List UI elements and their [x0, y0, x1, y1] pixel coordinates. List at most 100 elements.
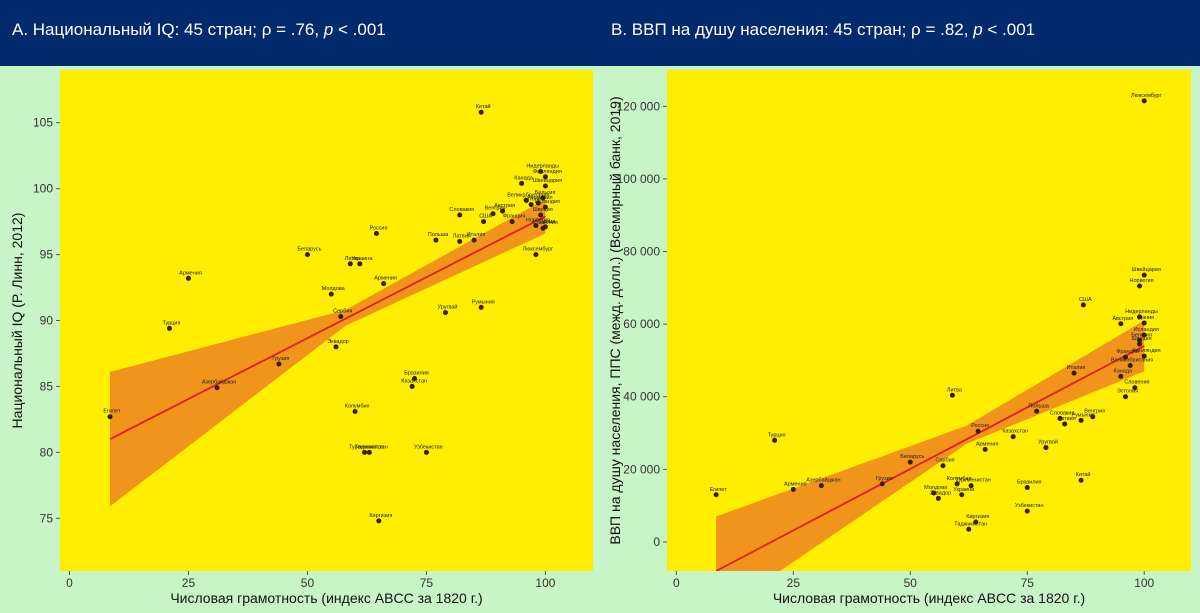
point-label: Эквадор — [327, 339, 349, 345]
point-label: Франция — [503, 214, 526, 220]
point-label: Турция — [162, 320, 180, 326]
data-point — [509, 219, 515, 225]
data-point — [457, 238, 463, 244]
point-label: Египет — [710, 487, 728, 493]
data-point — [538, 212, 544, 218]
x-tick-label: 0 — [673, 576, 680, 590]
y-tick-label: 90 — [40, 314, 54, 328]
point-label: Германия — [528, 195, 553, 201]
point-label: Колумбия — [947, 476, 972, 482]
data-point — [1010, 434, 1016, 440]
point-label: Дания — [539, 219, 555, 225]
data-point — [542, 183, 548, 189]
y-tick-label: 60 000 — [623, 317, 660, 331]
point-label: Исландия — [1134, 327, 1159, 333]
point-label: Исландия — [535, 199, 560, 205]
point-label: Нидерланды — [526, 164, 559, 170]
panel-a-title: A. Национальный IQ: 45 стран; ρ = .76, p… — [12, 20, 386, 39]
y-axis-label: ВВП на душу населения, ППС (межд. долл.)… — [607, 96, 623, 544]
point-label: Бельгия — [535, 190, 556, 196]
data-point — [1118, 321, 1124, 327]
data-point — [542, 204, 548, 210]
point-label: Канада — [1114, 368, 1134, 374]
confidence-band — [109, 199, 546, 507]
point-label: Эстония — [522, 196, 543, 202]
data-point — [931, 490, 937, 496]
point-label: Норвегия — [526, 218, 550, 224]
data-point — [347, 261, 353, 267]
point-label: Италия — [1067, 365, 1086, 371]
point-label: Венгрия — [1084, 409, 1105, 415]
regression-line — [715, 345, 1145, 571]
panel-b-title: B. ВВП на душу населения: 45 стран; ρ = … — [611, 20, 1036, 39]
data-point — [338, 314, 344, 320]
data-point — [982, 446, 988, 452]
point-label: Россия — [369, 225, 387, 231]
point-label: Люксембург — [523, 247, 554, 253]
data-point — [457, 212, 463, 218]
data-point — [481, 219, 487, 225]
point-label: Австрия — [1112, 316, 1133, 322]
point-label: Узбекистан — [1015, 503, 1044, 509]
plot-inner: Люксембург Швейцария Норвегия США Нидерланды… — [710, 93, 1161, 571]
point-label: Нидерланды — [1125, 309, 1158, 315]
data-point — [433, 237, 439, 243]
data-point — [1137, 283, 1143, 289]
x-tick-label: 100 — [1134, 576, 1154, 590]
data-point — [542, 174, 548, 180]
point-label: Молдова — [322, 286, 346, 292]
data-point — [1141, 353, 1147, 359]
data-point — [333, 344, 339, 350]
point-label: Дания — [1138, 315, 1154, 321]
data-point — [1118, 373, 1124, 379]
point-label: Грузия — [272, 356, 289, 362]
point-label: Румыния — [472, 299, 495, 305]
data-point — [966, 526, 972, 532]
data-point — [412, 376, 418, 382]
point-label: Бельгия — [1131, 332, 1152, 338]
data-point — [1137, 341, 1143, 347]
data-point — [381, 281, 387, 287]
point-label: Швейцария — [1132, 266, 1161, 273]
point-label: Беларусь — [297, 247, 321, 253]
data-point — [1127, 363, 1133, 369]
data-point — [713, 492, 719, 498]
data-point — [1141, 272, 1147, 278]
data-point — [107, 414, 113, 420]
data-point — [214, 385, 220, 391]
point-label: Латвия — [453, 233, 471, 239]
data-point — [535, 200, 541, 206]
data-point — [1141, 320, 1147, 326]
data-point — [328, 291, 334, 297]
x-tick-label: 100 — [535, 576, 555, 590]
y-tick-label: 100 000 — [617, 172, 661, 186]
point-label: Молдова — [924, 485, 948, 491]
data-point — [1080, 302, 1086, 308]
point-label: Армения — [179, 270, 202, 276]
point-label: Таджикистан — [954, 521, 987, 527]
point-label: Беларусь — [900, 454, 924, 460]
data-point — [357, 261, 363, 267]
point-label: Латвия — [1058, 416, 1076, 422]
x-tick-label: 50 — [904, 576, 918, 590]
point-label: Армения — [784, 481, 807, 487]
data-point — [1132, 385, 1138, 391]
y-tick-label: 120 000 — [617, 99, 661, 113]
data-point — [940, 463, 946, 469]
point-label: Армения — [976, 441, 999, 447]
y-tick-label: 95 — [40, 248, 54, 262]
x-tick-label: 75 — [1021, 576, 1035, 590]
y-tick-label: 105 — [33, 116, 53, 130]
point-label: Великобритания — [507, 193, 549, 199]
point-label: Венгрия — [485, 206, 506, 212]
data-point — [185, 275, 191, 281]
data-point — [818, 483, 824, 489]
y-tick-label: 20 000 — [623, 462, 660, 476]
data-point — [276, 361, 282, 367]
point-label: Туркменистан — [349, 444, 384, 450]
data-point — [533, 223, 539, 229]
data-point — [1062, 421, 1068, 427]
data-point — [1043, 445, 1049, 451]
point-label: Украина — [953, 487, 975, 493]
